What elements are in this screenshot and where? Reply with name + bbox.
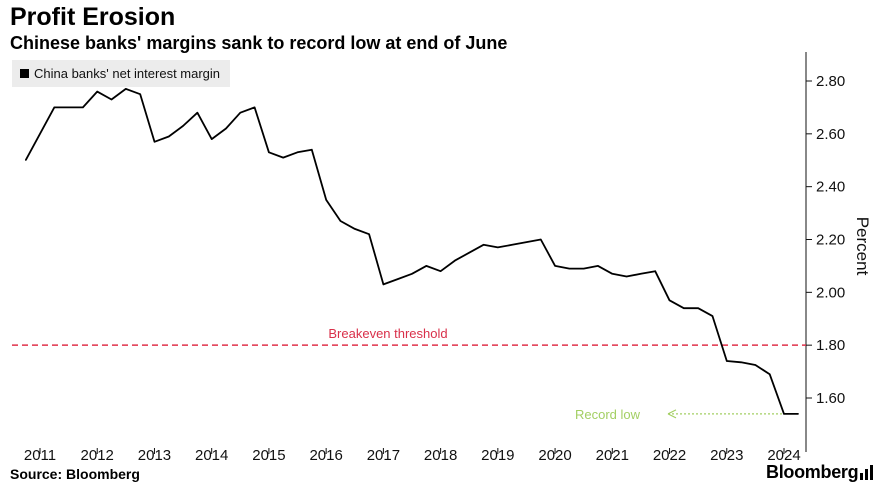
x-tick-label: 2014 bbox=[195, 447, 228, 464]
data-point bbox=[354, 228, 356, 230]
breakeven-threshold-label: Breakeven threshold bbox=[328, 326, 447, 341]
data-point bbox=[640, 273, 642, 275]
x-tick-label: 2017 bbox=[367, 447, 400, 464]
data-point bbox=[668, 299, 671, 301]
data-point bbox=[525, 241, 528, 243]
x-tick-label: 2016 bbox=[309, 447, 342, 464]
data-point bbox=[125, 88, 127, 90]
record-low-arrowhead bbox=[667, 409, 677, 419]
data-point bbox=[182, 125, 184, 127]
data-point bbox=[482, 244, 485, 246]
data-point bbox=[540, 238, 542, 241]
data-point bbox=[797, 413, 799, 415]
data-point bbox=[110, 98, 113, 101]
data-point bbox=[25, 159, 27, 161]
y-tick-label: 2.60 bbox=[816, 126, 845, 143]
bloomberg-chart-icon bbox=[860, 465, 873, 480]
data-point bbox=[382, 283, 384, 285]
data-point bbox=[196, 112, 198, 114]
data-point bbox=[497, 246, 499, 248]
chart-title: Profit Erosion bbox=[10, 3, 176, 31]
data-point bbox=[153, 141, 156, 143]
x-tick-label: 2011 bbox=[24, 447, 56, 464]
annotation-layer: Breakeven threshold Record low bbox=[12, 326, 806, 422]
data-point bbox=[754, 364, 757, 366]
x-tick-label: 2018 bbox=[424, 447, 457, 464]
chart-subtitle: Chinese banks' margins sank to record lo… bbox=[10, 33, 508, 53]
x-tick-label: 2022 bbox=[653, 447, 686, 464]
legend: China banks' net interest margin bbox=[12, 60, 231, 87]
x-tick-label: 2024 bbox=[767, 447, 800, 464]
data-point bbox=[611, 273, 613, 275]
x-tick-label: 2021 bbox=[596, 447, 629, 464]
y-tick-label: 2.00 bbox=[816, 284, 845, 301]
x-tick-label: 2012 bbox=[81, 447, 114, 464]
data-point bbox=[53, 106, 55, 108]
x-tick-label: 2013 bbox=[138, 447, 171, 464]
data-point bbox=[597, 265, 599, 267]
y-tick-label: 2.80 bbox=[816, 73, 845, 90]
data-point bbox=[325, 199, 327, 201]
data-point bbox=[268, 151, 270, 153]
data-point bbox=[511, 244, 513, 246]
data-point bbox=[139, 93, 141, 95]
data-point bbox=[740, 361, 742, 363]
data-point bbox=[626, 275, 628, 278]
source-note: Source: Bloomberg bbox=[10, 466, 140, 482]
x-tick-label: 2015 bbox=[252, 447, 285, 464]
record-low-label: Record low bbox=[575, 407, 641, 422]
data-point bbox=[96, 91, 98, 93]
data-point bbox=[554, 265, 556, 267]
data-point bbox=[583, 268, 585, 270]
data-point bbox=[339, 220, 342, 222]
y-axis-title: Percent bbox=[853, 217, 872, 276]
x-tick-label: 2020 bbox=[538, 447, 571, 464]
y-tick-label: 1.80 bbox=[816, 337, 845, 354]
data-point bbox=[654, 270, 656, 272]
data-point bbox=[296, 151, 299, 153]
data-point bbox=[769, 373, 771, 375]
data-point bbox=[468, 252, 470, 254]
data-point bbox=[783, 413, 785, 415]
data-point bbox=[282, 157, 284, 159]
legend-label: China banks' net interest margin bbox=[34, 66, 221, 81]
data-point bbox=[225, 127, 227, 130]
data-point bbox=[168, 135, 170, 138]
data-point bbox=[711, 315, 714, 317]
series-layer bbox=[24, 88, 799, 415]
data-point bbox=[568, 268, 571, 270]
data-point bbox=[211, 138, 213, 140]
data-point bbox=[68, 106, 70, 108]
data-point bbox=[726, 360, 728, 362]
axis-layer: 1.60 1.80 2.00 2.20 2.40 2.60 2.80 Percent 2011 2… bbox=[24, 52, 872, 464]
data-point bbox=[411, 273, 413, 275]
x-tick-label: 2023 bbox=[710, 447, 743, 464]
data-point bbox=[368, 233, 370, 235]
data-point bbox=[82, 106, 84, 108]
data-point bbox=[311, 149, 313, 151]
data-point bbox=[697, 307, 699, 309]
data-point bbox=[440, 270, 442, 272]
y-tick-label: 2.20 bbox=[816, 232, 845, 249]
data-point bbox=[397, 278, 399, 280]
bloomberg-logo: Bloomberg bbox=[766, 462, 859, 482]
x-tick-label: 2019 bbox=[481, 447, 514, 464]
data-point bbox=[254, 106, 256, 108]
data-point bbox=[454, 260, 456, 262]
data-point bbox=[683, 307, 685, 309]
y-tick-label: 2.40 bbox=[816, 179, 845, 196]
y-tick-label: 1.60 bbox=[816, 390, 845, 407]
data-point bbox=[239, 112, 241, 114]
legend-swatch bbox=[20, 69, 29, 78]
series-line-net-interest-margin bbox=[24, 88, 799, 415]
data-point bbox=[425, 265, 427, 267]
